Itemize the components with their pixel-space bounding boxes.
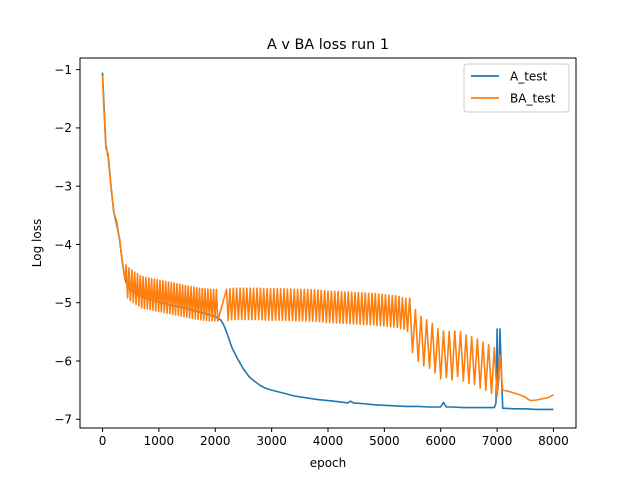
y-tick-label: −2 xyxy=(54,121,72,135)
y-tick-label: −3 xyxy=(54,179,72,193)
x-axis-label: epoch xyxy=(310,456,347,470)
x-tick-label: 4000 xyxy=(313,434,344,448)
x-tick-label: 3000 xyxy=(256,434,287,448)
x-axis-ticks: 0 1000 2000 3000 4000 5000 6000 7000 8000 xyxy=(99,428,569,448)
y-axis-ticks: −7 −6 −5 −4 −3 −2 −1 xyxy=(54,63,80,427)
y-tick-label: −7 xyxy=(54,413,72,427)
y-tick-label: −6 xyxy=(54,354,72,368)
y-tick-label: −5 xyxy=(54,296,72,310)
y-tick-label: −4 xyxy=(54,238,72,252)
legend-label-ba-test: BA_test xyxy=(510,92,556,106)
x-tick-label: 0 xyxy=(99,434,107,448)
y-tick-label: −1 xyxy=(54,63,72,77)
chart-title: A v BA loss run 1 xyxy=(267,37,389,53)
x-tick-label: 8000 xyxy=(538,434,569,448)
y-axis-label: Log loss xyxy=(30,219,44,267)
x-tick-label: 1000 xyxy=(144,434,175,448)
series-line-ba-test xyxy=(101,75,554,402)
x-tick-label: 6000 xyxy=(425,434,456,448)
x-tick-label: 7000 xyxy=(482,434,513,448)
legend: A_test BA_test xyxy=(463,63,570,113)
plot-lines xyxy=(101,72,554,411)
x-tick-label: 5000 xyxy=(369,434,400,448)
x-tick-label: 2000 xyxy=(200,434,231,448)
legend-label-a-test: A_test xyxy=(510,70,548,84)
